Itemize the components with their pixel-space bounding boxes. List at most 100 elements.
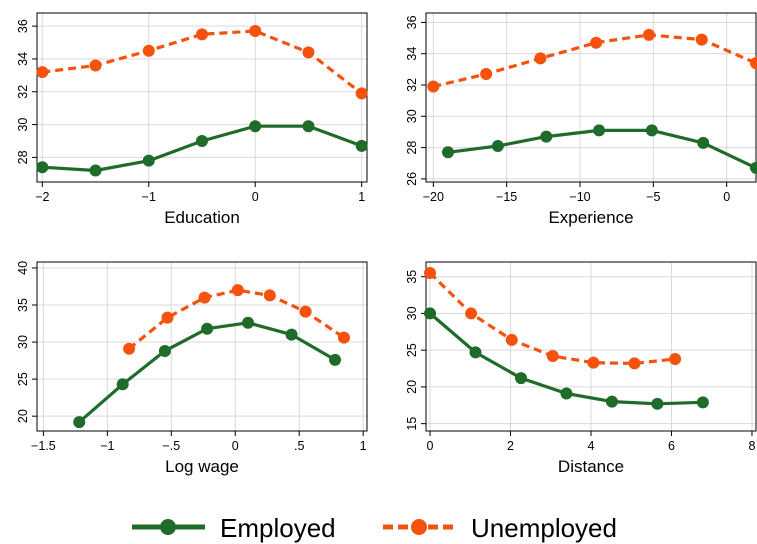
- data-point-unemployed: [355, 87, 368, 100]
- chart-panel-2: −20 −15 −10 −5 0 26 28 30 32 34 36 Experience: [405, 12, 757, 227]
- data-point-unemployed: [695, 33, 708, 46]
- data-point-unemployed: [669, 352, 682, 365]
- x-tick-label: 6: [668, 439, 675, 453]
- legend-item-unemployed: Unemployed: [383, 513, 617, 543]
- x-tick-label: 0: [427, 439, 434, 453]
- data-point-employed: [442, 146, 454, 159]
- data-point-unemployed: [750, 57, 757, 70]
- x-tick-label: 2: [507, 439, 514, 453]
- data-point-employed: [469, 346, 482, 359]
- x-tick-label: 1: [358, 190, 365, 204]
- x-axis-title: Log wage: [165, 457, 239, 476]
- data-point-employed: [196, 134, 208, 147]
- y-tick-label: 26: [405, 172, 419, 186]
- legend-swatch-marker-unemployed: [411, 519, 427, 535]
- y-tick-label: 32: [405, 78, 419, 92]
- data-point-unemployed: [587, 356, 600, 369]
- chart-panel-3: −1.5 −1 −.5 0 .5 1 20 25 30 35 40 Log wage: [16, 261, 368, 476]
- data-point-employed: [651, 397, 664, 410]
- y-tick-label: 32: [16, 85, 30, 99]
- x-tick-label: −1.5: [31, 439, 56, 453]
- plot-frame: [36, 12, 368, 183]
- x-tick-label: −10: [569, 190, 590, 204]
- data-point-employed: [36, 161, 49, 174]
- x-tick-label: 0: [252, 190, 259, 204]
- data-point-unemployed: [198, 291, 211, 304]
- data-point-employed: [89, 164, 102, 177]
- data-point-unemployed: [302, 46, 315, 59]
- data-point-employed: [355, 139, 368, 152]
- y-tick-label: 20: [405, 380, 419, 394]
- x-tick-label: −1: [100, 439, 114, 453]
- data-point-employed: [424, 307, 437, 320]
- data-point-employed: [491, 140, 504, 153]
- data-point-employed: [696, 396, 709, 409]
- data-point-employed: [750, 161, 757, 174]
- y-tick-label: 28: [405, 141, 419, 155]
- y-tick-label: 35: [16, 298, 30, 312]
- data-point-employed: [645, 124, 658, 137]
- y-tick-label: 30: [405, 306, 419, 320]
- y-tick-label: 20: [16, 409, 30, 423]
- y-tick-label: 25: [16, 372, 30, 386]
- data-point-unemployed: [427, 80, 440, 93]
- data-point-employed: [142, 154, 155, 167]
- data-point-unemployed: [590, 36, 603, 49]
- data-point-employed: [201, 322, 214, 335]
- data-point-unemployed: [263, 289, 276, 302]
- y-tick-label: 36: [405, 15, 419, 29]
- data-point-unemployed: [249, 25, 262, 38]
- chart-panel-4: 0 2 4 6 8 15 20 25 30 35 Distance: [405, 261, 757, 476]
- data-point-unemployed: [231, 284, 244, 297]
- x-tick-label: −1: [142, 190, 156, 204]
- data-point-unemployed: [161, 311, 174, 324]
- y-tick-label: 15: [405, 417, 419, 431]
- x-axis-title: Experience: [548, 208, 633, 227]
- data-point-unemployed: [628, 357, 641, 370]
- data-point-unemployed: [36, 66, 49, 79]
- y-tick-label: 28: [16, 150, 30, 164]
- x-tick-label: −15: [496, 190, 517, 204]
- x-tick-label: −.5: [162, 439, 180, 453]
- x-tick-label: 4: [588, 439, 595, 453]
- x-tick-label: −2: [35, 190, 49, 204]
- data-point-employed: [73, 416, 86, 429]
- data-point-unemployed: [142, 44, 155, 57]
- data-point-unemployed: [480, 68, 493, 81]
- x-tick-label: 1: [360, 439, 367, 453]
- y-tick-label: 34: [405, 47, 419, 61]
- plot-frame: [36, 261, 368, 432]
- y-tick-label: 35: [405, 270, 419, 284]
- data-point-employed: [540, 130, 553, 143]
- series-line-unemployed: [42, 29, 363, 95]
- data-point-unemployed: [299, 305, 312, 318]
- plot-frame: [425, 12, 757, 183]
- data-point-unemployed: [505, 333, 518, 346]
- data-point-employed: [242, 316, 255, 329]
- data-point-unemployed: [465, 307, 478, 320]
- data-point-unemployed: [123, 342, 136, 355]
- x-tick-label: 0: [723, 190, 730, 204]
- x-tick-label: 0: [232, 439, 239, 453]
- data-point-unemployed: [196, 28, 208, 41]
- legend-item-employed: Employed: [132, 513, 336, 543]
- y-tick-label: 30: [405, 109, 419, 123]
- data-point-employed: [249, 120, 262, 133]
- data-point-employed: [329, 353, 342, 366]
- data-point-unemployed: [424, 267, 437, 280]
- data-point-employed: [697, 136, 710, 149]
- data-point-employed: [302, 120, 315, 133]
- y-tick-label: 30: [16, 335, 30, 349]
- y-tick-label: 40: [16, 261, 30, 275]
- data-point-unemployed: [546, 350, 559, 363]
- x-axis-title: Education: [164, 208, 240, 227]
- data-point-employed: [158, 344, 171, 357]
- data-point-employed: [285, 328, 298, 341]
- data-point-employed: [116, 378, 129, 391]
- data-point-employed: [560, 387, 573, 400]
- legend-label-employed: Employed: [220, 513, 336, 543]
- legend-label-unemployed: Unemployed: [471, 513, 617, 543]
- x-axis-title: Distance: [558, 457, 624, 476]
